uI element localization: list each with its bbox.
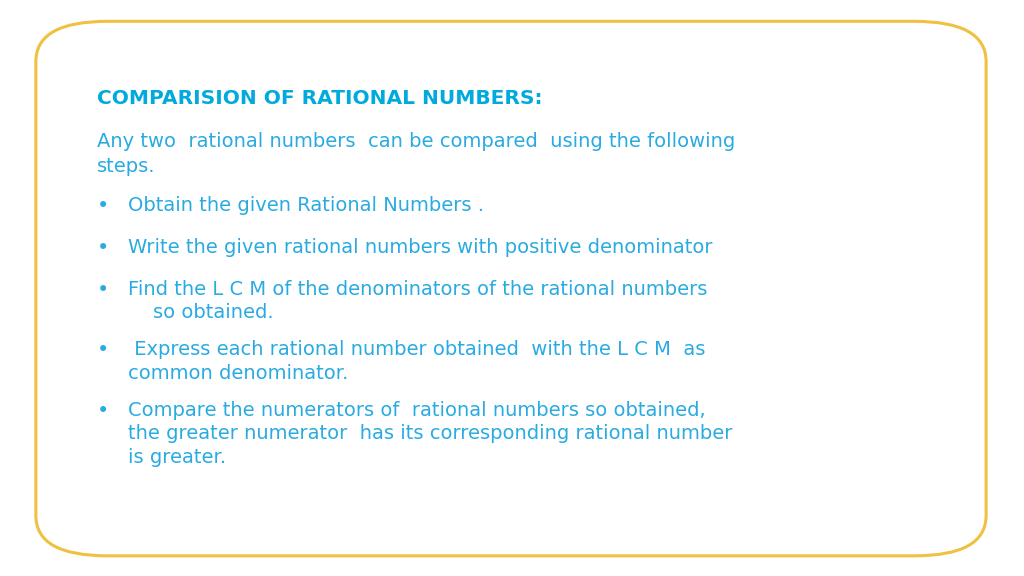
- FancyBboxPatch shape: [36, 21, 986, 556]
- Text: Compare the numerators of  rational numbers so obtained,
the greater numerator  : Compare the numerators of rational numbe…: [128, 401, 732, 467]
- Text: Any two  rational numbers  can be compared  using the following
steps.: Any two rational numbers can be compared…: [97, 132, 735, 176]
- Text: COMPARISION OF RATIONAL NUMBERS:: COMPARISION OF RATIONAL NUMBERS:: [97, 89, 543, 108]
- Text: •: •: [97, 280, 110, 300]
- Text: •: •: [97, 238, 110, 258]
- Text: Write the given rational numbers with positive denominator: Write the given rational numbers with po…: [128, 238, 713, 257]
- Text: •: •: [97, 196, 110, 216]
- Text: •: •: [97, 340, 110, 361]
- Text: •: •: [97, 401, 110, 421]
- Text: Find the L C M of the denominators of the rational numbers
    so obtained.: Find the L C M of the denominators of th…: [128, 280, 708, 323]
- Text: Express each rational number obtained  with the L C M  as
common denominator.: Express each rational number obtained wi…: [128, 340, 706, 383]
- Text: Obtain the given Rational Numbers .: Obtain the given Rational Numbers .: [128, 196, 484, 215]
